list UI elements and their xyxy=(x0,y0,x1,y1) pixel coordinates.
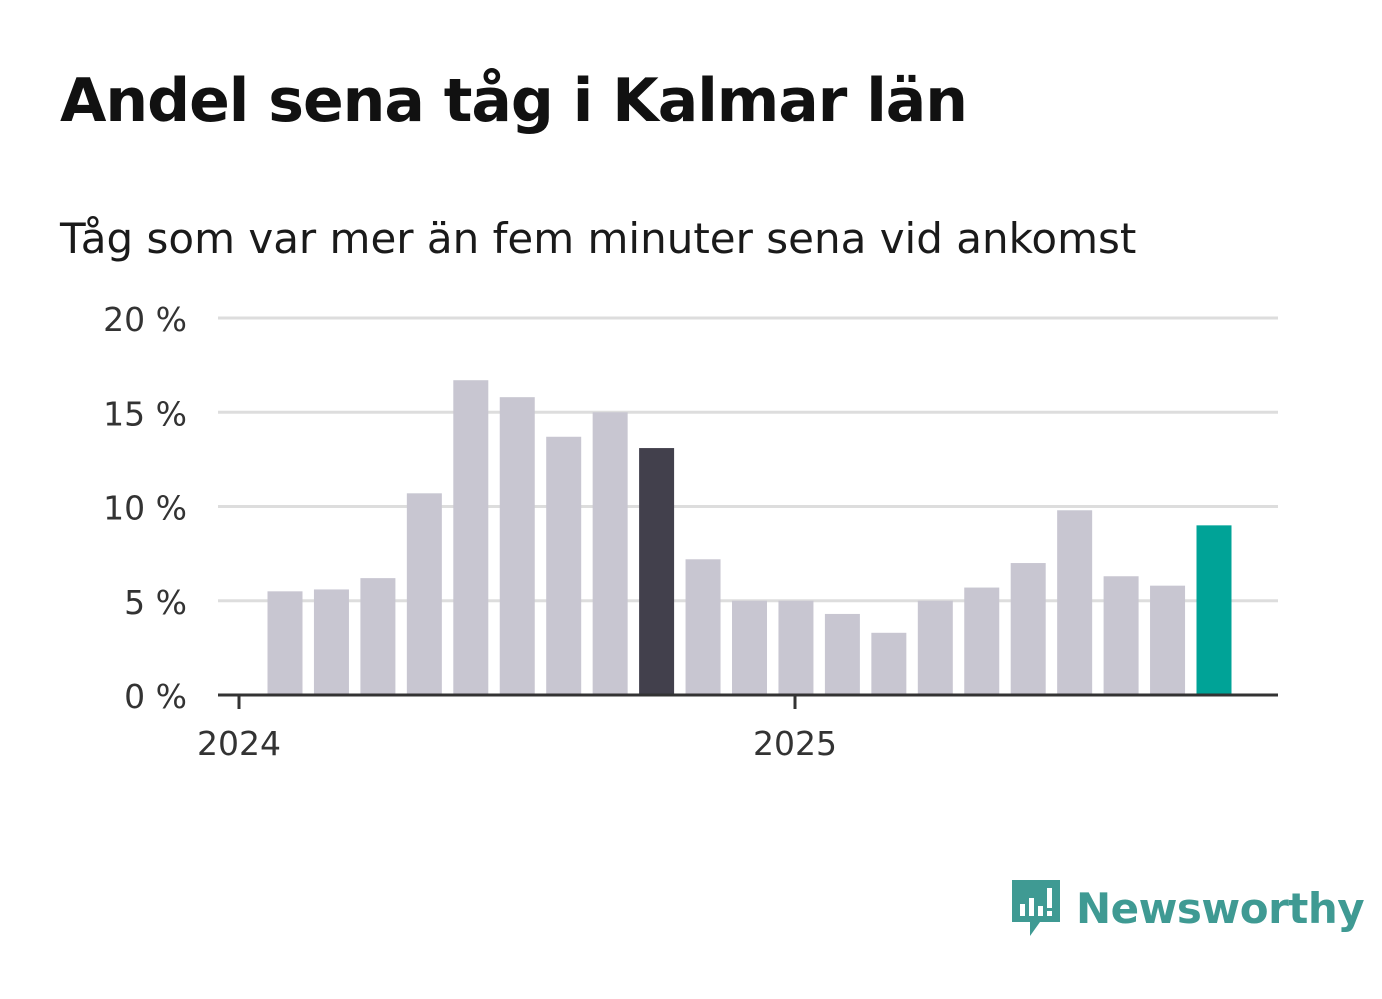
bar xyxy=(406,493,442,695)
y-tick-label: 15 % xyxy=(103,394,187,433)
bar xyxy=(964,587,1000,695)
chart-subtitle: Tåg som var mer än fem minuter sena vid … xyxy=(60,214,1137,263)
chart-title: Andel sena tåg i Kalmar län xyxy=(60,66,968,136)
bars xyxy=(267,380,1232,695)
bar xyxy=(453,380,489,695)
x-tick-label: 2025 xyxy=(753,724,837,763)
bar xyxy=(546,436,582,695)
axes: 0 % 5 % 10 % 15 % 20 % 2024 2025 xyxy=(103,300,1278,763)
y-tick-label: 0 % xyxy=(124,677,187,716)
bar xyxy=(1103,576,1139,695)
y-tick-label: 20 % xyxy=(103,300,187,339)
bar xyxy=(824,613,860,695)
bar xyxy=(1010,563,1046,695)
bar xyxy=(592,412,628,695)
x-tick-label: 2024 xyxy=(197,724,281,763)
gridlines xyxy=(218,316,1278,603)
bar xyxy=(732,600,767,695)
bar xyxy=(778,600,814,695)
bar xyxy=(267,591,303,695)
bar xyxy=(499,397,535,695)
bar xyxy=(917,600,953,695)
bar xyxy=(360,578,396,695)
bar xyxy=(1150,585,1186,695)
bar xyxy=(685,559,721,695)
logo-text: Newsworthy xyxy=(1076,883,1365,933)
bar xyxy=(871,632,907,695)
bar xyxy=(1057,510,1093,695)
newsworthy-logo: Newsworthy xyxy=(1010,878,1365,938)
bar xyxy=(1196,525,1232,695)
newsworthy-logo-icon xyxy=(1012,880,1060,936)
bar xyxy=(313,589,349,695)
y-tick-label: 5 % xyxy=(124,583,187,622)
y-tick-label: 10 % xyxy=(103,489,187,528)
bar xyxy=(639,448,675,695)
